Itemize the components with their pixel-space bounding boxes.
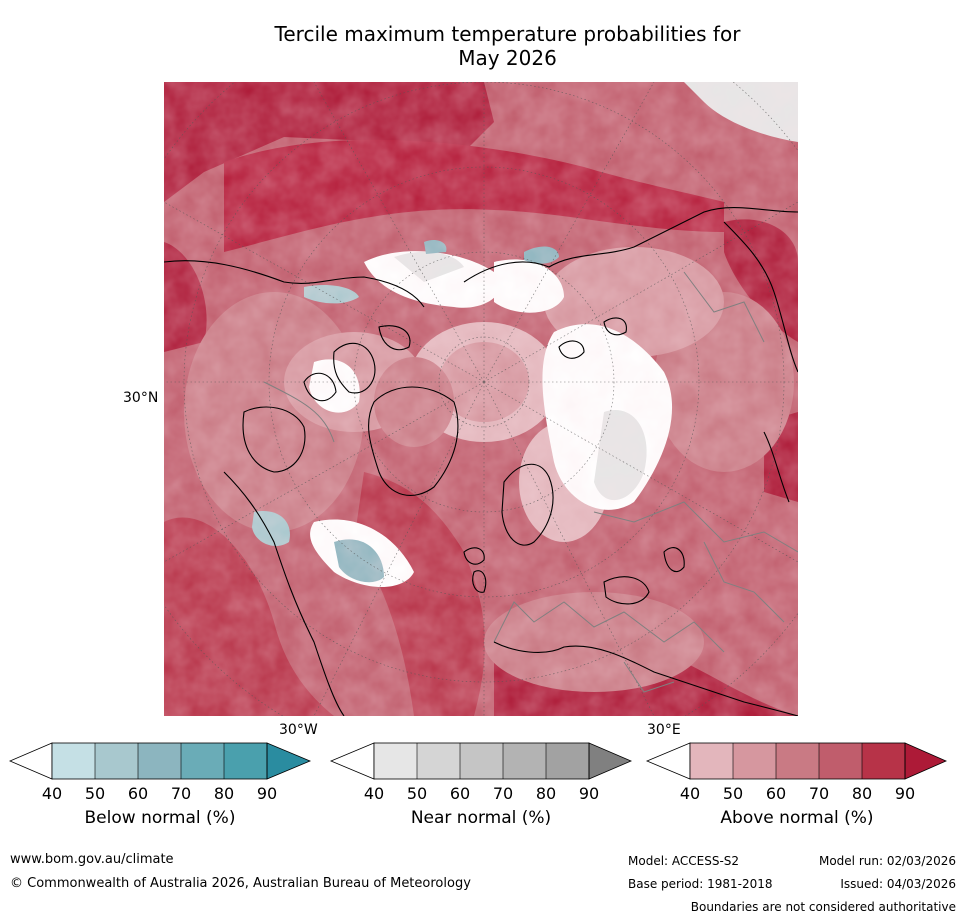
colorbar-below-tick: 60 [127,784,149,803]
longitude-label-west: 30°W [279,722,318,738]
footer-disclaimer: Boundaries are not considered authoritat… [690,900,956,914]
colorbar-below-extend-high [266,742,312,780]
colorbar-near-tick: 40 [363,784,385,803]
footer-issued: Issued: 04/03/2026 [840,877,956,891]
colorbar-near-bin-60 [460,743,503,779]
colorbar-below [8,742,312,780]
colorbar-above-tick: 60 [765,784,787,803]
colorbar-near-bin-50 [417,743,460,779]
colorbar-below-tick: 70 [170,784,192,803]
colorbar-above-extend-high [904,742,947,780]
colorbar-below-tick: 50 [84,784,106,803]
colorbar-above-tick: 50 [722,784,744,803]
colorbar-below-tick: 40 [41,784,63,803]
colorbar-near-title: Near normal (%) [410,808,552,828]
chart-title: Tercile maximum temperature probabilitie… [0,22,965,70]
chart-title-line1: Tercile maximum temperature probabilitie… [274,22,741,46]
footer-copyright: © Commonwealth of Australia 2026, Austra… [10,876,471,891]
colorbar-near-bin-80 [546,743,589,779]
colorbar-below-extend-low [8,742,53,780]
colorbar-below-title: Below normal (%) [84,808,236,828]
colorbar-near-bin-40 [374,743,417,779]
colorbar-above [645,742,947,780]
colorbar-near-extend-high [588,742,633,780]
colorbar-near-tick: 50 [406,784,428,803]
graticule [164,82,798,716]
colorbar-below-bin-80 [224,743,267,779]
probability-map [164,82,798,716]
colorbar-below-tick: 80 [213,784,235,803]
colorbar-above-tick: 70 [808,784,830,803]
colorbar-below-bin-70 [181,743,224,779]
colorbar-below-tick: 90 [256,784,278,803]
colorbar-near-tick: 60 [449,784,471,803]
colorbar-near-tick: 90 [578,784,600,803]
footer-base-period: Base period: 1981-2018 [628,877,773,891]
colorbar-near-tick: 70 [492,784,514,803]
colorbar-below-bin-40 [52,743,95,779]
colorbar-above-tick: 80 [851,784,873,803]
colorbar-below-bin-50 [95,743,138,779]
colorbar-above-extend-low [645,742,691,780]
colorbar-above-tick: 90 [894,784,916,803]
chart-title-line2: May 2026 [458,46,557,70]
longitude-label-east: 30°E [647,722,681,738]
colorbar-above-bin-40 [690,743,733,779]
footer-model: Model: ACCESS-S2 [628,854,740,868]
colorbar-near-extend-low [329,742,375,780]
colorbar-near-bin-70 [503,743,546,779]
colorbar-above-tick: 40 [679,784,701,803]
footer-url[interactable]: www.bom.gov.au/climate [10,852,174,867]
colorbar-above-title: Above normal (%) [720,808,874,828]
country-boundaries [263,271,798,693]
colorbar-below-bin-60 [138,743,181,779]
latitude-label: 30°N [123,390,159,406]
coastlines [164,207,798,716]
colorbar-above-bin-60 [776,743,819,779]
map-texture [164,82,798,716]
colorbar-above-bin-80 [862,743,905,779]
colorbar-above-bin-70 [819,743,862,779]
colorbar-near [329,742,633,780]
colorbar-near-tick: 80 [535,784,557,803]
colorbar-above-bin-50 [733,743,776,779]
footer-model-run: Model run: 02/03/2026 [818,854,956,868]
